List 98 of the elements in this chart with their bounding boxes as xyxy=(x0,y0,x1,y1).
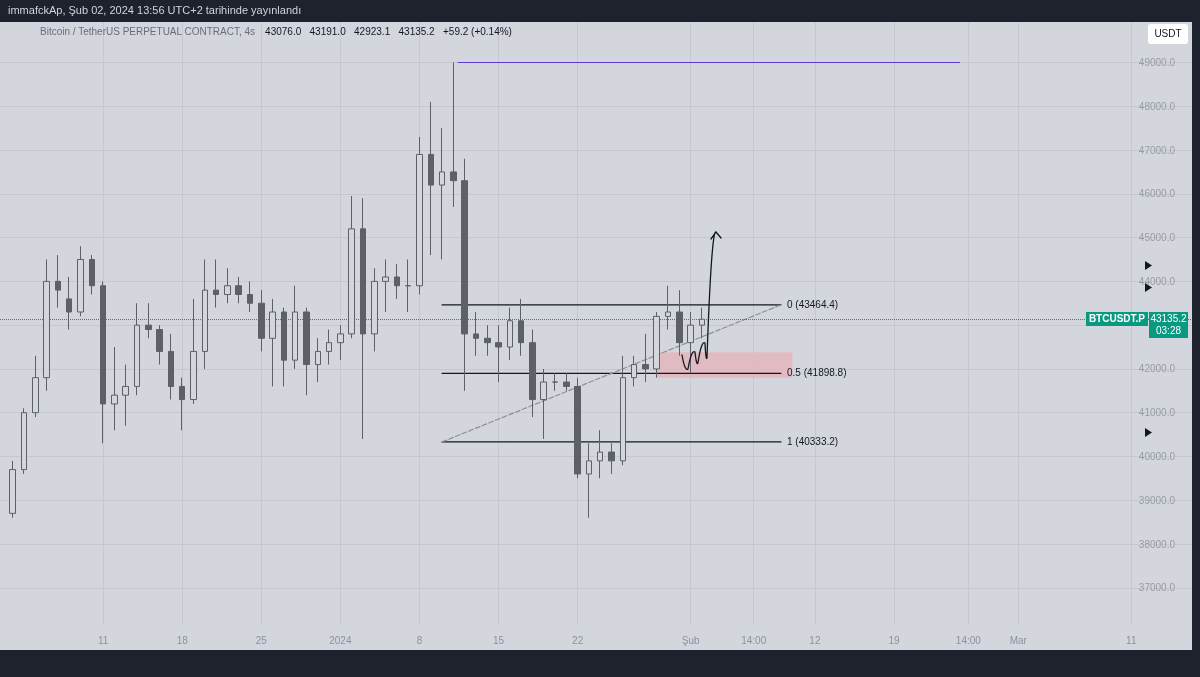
candlestick xyxy=(179,377,185,431)
candlestick xyxy=(21,407,27,475)
candlestick xyxy=(597,429,603,479)
candlestick xyxy=(416,136,423,295)
candlestick xyxy=(699,307,705,339)
annotation: 0.5 (41898.8) xyxy=(787,366,847,381)
annotation: 0 (43464.4) xyxy=(787,297,839,312)
x-tick-label: 14:00 xyxy=(741,634,767,646)
candlestick xyxy=(461,158,468,392)
candlestick xyxy=(258,289,265,352)
y-tick-label: 46000.0 xyxy=(1138,188,1176,200)
y-tick-label: 40000.0 xyxy=(1138,450,1176,462)
x-tick-label: Mar xyxy=(1009,634,1028,646)
annotation: 1 (40333.2) xyxy=(787,434,839,449)
annotation: USDT xyxy=(1148,24,1188,44)
y-tick-label: 48000.0 xyxy=(1138,100,1176,112)
candlestick xyxy=(32,355,39,418)
candlestick xyxy=(450,61,457,208)
x-tick-label: 15 xyxy=(492,634,505,646)
candlestick xyxy=(145,302,152,339)
candlestick xyxy=(235,276,242,304)
candlestick xyxy=(473,311,479,357)
candlestick xyxy=(202,258,208,370)
candlestick xyxy=(653,311,660,379)
candlestick xyxy=(111,346,118,431)
candlestick xyxy=(394,263,400,300)
candlestick xyxy=(269,298,276,387)
candlestick xyxy=(247,280,253,313)
candlestick xyxy=(156,324,163,366)
x-tick-label: 14:00 xyxy=(955,634,982,646)
x-tick-label: Şub xyxy=(681,634,700,646)
y-tick-label: 37000.0 xyxy=(1138,582,1176,594)
x-tick-label: 12 xyxy=(809,634,821,646)
candlestick xyxy=(608,442,615,475)
candlestick xyxy=(676,289,683,357)
candlestick xyxy=(337,324,344,361)
candlestick xyxy=(360,197,366,440)
candlestick xyxy=(529,329,536,418)
candlestick xyxy=(665,285,671,331)
candlestick xyxy=(495,324,502,383)
chart-title: immafckAp, Şub 02, 2024 13:56 UTC+2 tarihinde yayınlandı xyxy=(8,4,302,16)
candlestick xyxy=(43,258,50,392)
candlestick xyxy=(428,101,434,256)
x-tick-label: 25 xyxy=(255,634,268,646)
candlestick xyxy=(687,311,694,374)
y-tick-label: 41000.0 xyxy=(1138,407,1176,419)
y-tick-label: 39000.0 xyxy=(1138,494,1176,506)
candlestick xyxy=(281,307,287,387)
candlestick xyxy=(89,254,95,295)
candlestick xyxy=(213,258,219,309)
candlestick xyxy=(507,307,513,361)
candlestick xyxy=(574,377,581,479)
candlestick xyxy=(631,355,637,387)
candlestick xyxy=(382,258,389,313)
candlestick xyxy=(540,368,547,440)
candlestick xyxy=(122,364,129,427)
x-tick-label: 11 xyxy=(1126,634,1137,646)
candlestick xyxy=(303,307,310,396)
candlestick xyxy=(405,258,411,313)
y-tick-label: 42000.0 xyxy=(1138,363,1176,375)
x-tick-label: 18 xyxy=(176,634,189,646)
candlestick xyxy=(552,372,558,392)
y-tick-label: 47000.0 xyxy=(1138,144,1176,156)
candlestick xyxy=(66,276,72,331)
annotation: 03:28 xyxy=(1155,325,1182,337)
candlestick xyxy=(563,372,570,392)
candlestick xyxy=(292,285,298,370)
candlestick xyxy=(190,298,197,405)
x-tick-label: 11 xyxy=(97,634,109,646)
chart-subtitle: Bitcoin / TetherUS PERPETUAL CONTRACT, 4s xyxy=(40,26,256,37)
y-tick-label: 44000.0 xyxy=(1138,275,1176,287)
candlestick xyxy=(348,195,355,339)
annotation: 43135.2 xyxy=(1150,313,1187,325)
y-tick-label: 38000.0 xyxy=(1138,538,1176,550)
candlestick xyxy=(9,460,16,519)
candlestick xyxy=(55,254,61,309)
candlestick xyxy=(484,324,491,357)
y-tick-label: 45000.0 xyxy=(1138,232,1176,244)
candlestick xyxy=(326,329,332,366)
candlestick xyxy=(100,280,106,444)
candlestick xyxy=(642,333,649,383)
candlestick xyxy=(224,267,231,304)
candlestick xyxy=(134,302,140,396)
candlestick xyxy=(439,127,445,260)
annotation: 43076.0 43191.0 42923.1 43135.2 +59.2 (+0.14%) xyxy=(265,26,512,37)
candlestick xyxy=(168,333,174,401)
x-tick-label: 19 xyxy=(888,634,900,646)
candlestick xyxy=(586,442,592,519)
candlestick xyxy=(315,337,321,383)
candlestick xyxy=(371,267,378,352)
x-tick-label: 2024 xyxy=(329,634,352,646)
y-tick-label: 49000.0 xyxy=(1138,56,1176,68)
candlestick xyxy=(518,298,524,357)
candlestick xyxy=(77,245,84,317)
candlestick xyxy=(620,355,626,466)
x-tick-label: 8 xyxy=(416,634,423,646)
x-tick-label: 22 xyxy=(572,634,584,646)
ref-line-label: BTCUSDT.P xyxy=(1085,312,1148,327)
